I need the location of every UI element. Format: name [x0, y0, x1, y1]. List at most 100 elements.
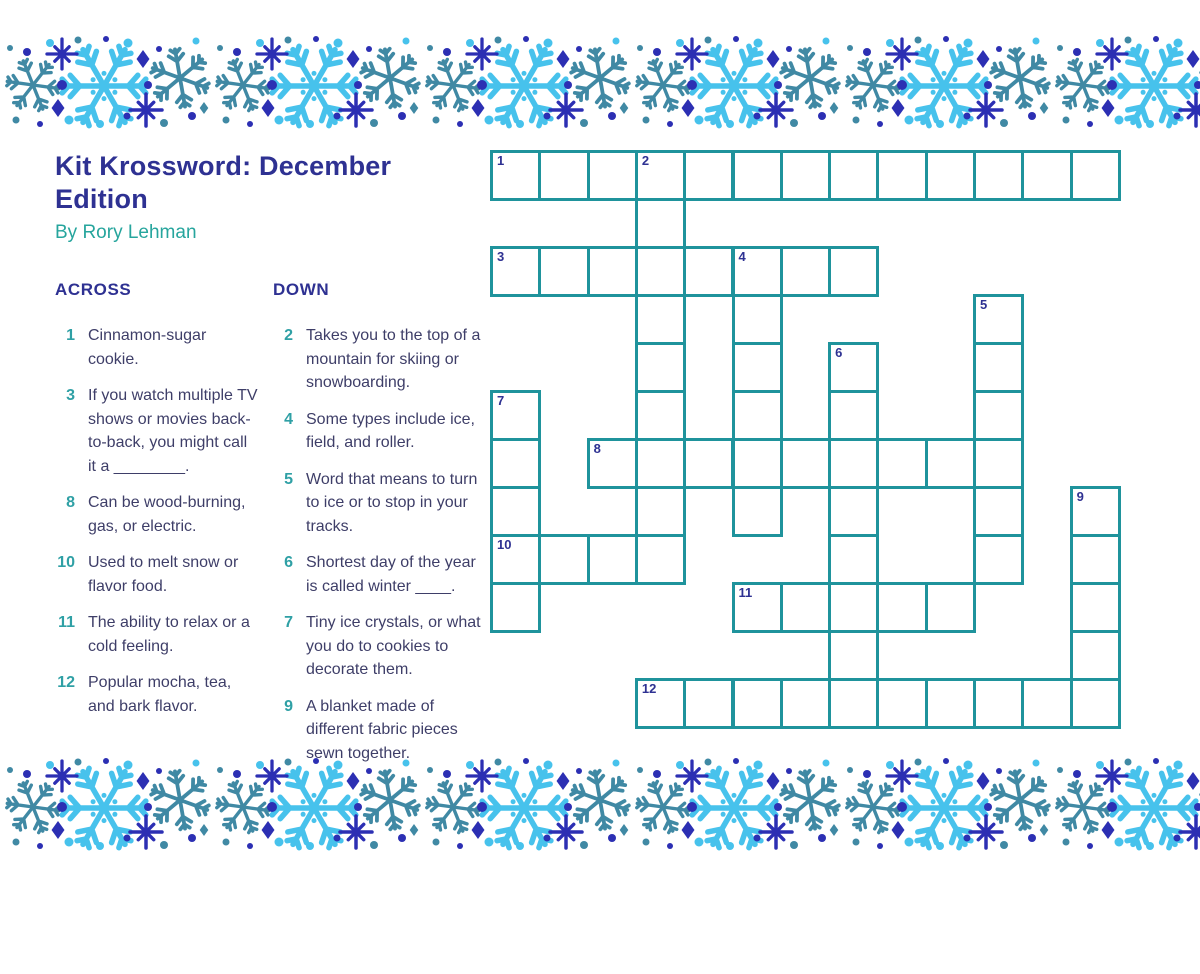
grid-cell-r8c1[interactable]	[538, 534, 590, 585]
across-clue-10: 10 Used to melt snow or flavor food.	[55, 551, 265, 598]
grid-cell-r8c7[interactable]	[828, 534, 880, 585]
grid-cell-r0c7[interactable]	[828, 150, 880, 201]
clue-text: A blanket made of different fabric piece…	[306, 697, 458, 762]
clue-text: Used to melt snow or flavor food.	[88, 554, 239, 595]
grid-cell-r2c2[interactable]	[586, 246, 638, 297]
grid-cell-r0c3[interactable]: 2	[634, 150, 687, 201]
grid-cell-r3c5[interactable]	[731, 294, 783, 345]
grid-cell-r2c7[interactable]	[828, 246, 880, 297]
grid-number-12: 12	[641, 681, 657, 696]
grid-cell-r6c0[interactable]	[490, 438, 542, 489]
grid-cell-r0c0[interactable]: 1	[490, 150, 542, 201]
across-clue-12: 12 Popular mocha, tea, and bark flavor.	[55, 671, 265, 718]
grid-cell-r2c1[interactable]	[538, 246, 590, 297]
grid-cell-r11c9[interactable]	[924, 678, 976, 729]
grid-cell-r9c9[interactable]	[924, 582, 976, 633]
grid-cell-r11c7[interactable]	[828, 678, 880, 729]
grid-cell-r4c3[interactable]	[634, 342, 687, 393]
grid-cell-r0c9[interactable]	[924, 150, 976, 201]
grid-cell-r7c3[interactable]	[634, 486, 687, 537]
clue-number: 11	[58, 614, 75, 631]
grid-cell-r2c4[interactable]	[683, 246, 735, 297]
grid-cell-r0c1[interactable]	[538, 150, 590, 201]
grid-cell-r9c12[interactable]	[1069, 582, 1121, 633]
grid-cell-r3c3[interactable]	[634, 294, 687, 345]
snowflake-pattern	[5, 36, 1200, 129]
clue-text: If you watch multiple TV shows or movies…	[88, 387, 258, 475]
grid-cell-r6c10[interactable]	[973, 438, 1025, 489]
grid-cell-r5c5[interactable]	[731, 390, 783, 441]
grid-cell-r6c8[interactable]	[876, 438, 928, 489]
grid-cell-r2c6[interactable]	[779, 246, 832, 297]
grid-cell-r11c5[interactable]	[731, 678, 783, 729]
grid-cell-r10c7[interactable]	[828, 630, 880, 681]
grid-cell-r0c12[interactable]	[1069, 150, 1121, 201]
grid-cell-r11c10[interactable]	[973, 678, 1025, 729]
grid-cell-r6c5[interactable]	[731, 438, 783, 489]
grid-cell-r3c10[interactable]: 5	[973, 294, 1025, 345]
grid-cell-r4c5[interactable]	[731, 342, 783, 393]
grid-cell-r0c4[interactable]	[683, 150, 735, 201]
grid-cell-r9c7[interactable]	[828, 582, 880, 633]
grid-cell-r11c4[interactable]	[683, 678, 735, 729]
grid-cell-r11c11[interactable]	[1021, 678, 1073, 729]
clue-number: 3	[66, 387, 75, 404]
grid-cell-r7c12[interactable]: 9	[1069, 486, 1121, 537]
grid-number-11: 11	[738, 585, 753, 600]
grid-cell-r5c10[interactable]	[973, 390, 1025, 441]
clue-text: Word that means to turn to ice or to sto…	[306, 470, 478, 535]
grid-number-2: 2	[641, 153, 650, 168]
grid-cell-r7c10[interactable]	[973, 486, 1025, 537]
down-clue-list: 2 Takes you to the top of a mountain for …	[273, 324, 485, 765]
down-clue-6: 6 Shortest day of the year is called wint…	[273, 551, 485, 598]
grid-cell-r7c7[interactable]	[828, 486, 880, 537]
grid-cell-r6c6[interactable]	[779, 438, 832, 489]
grid-cell-r2c3[interactable]	[634, 246, 687, 297]
grid-cell-r11c12[interactable]	[1069, 678, 1121, 729]
grid-cell-r7c0[interactable]	[490, 486, 542, 537]
grid-cell-r0c10[interactable]	[973, 150, 1025, 201]
grid-cell-r7c5[interactable]	[731, 486, 783, 537]
grid-number-9: 9	[1076, 489, 1084, 504]
grid-cell-r8c12[interactable]	[1069, 534, 1121, 585]
grid-cell-r5c7[interactable]	[828, 390, 880, 441]
grid-cell-r9c6[interactable]	[779, 582, 832, 633]
grid-cell-r9c5[interactable]: 11	[731, 582, 783, 633]
grid-number-8: 8	[593, 441, 601, 456]
grid-cell-r0c2[interactable]	[586, 150, 638, 201]
grid-cell-r11c8[interactable]	[876, 678, 928, 729]
grid-cell-r6c4[interactable]	[683, 438, 735, 489]
grid-cell-r8c2[interactable]	[586, 534, 638, 585]
grid-cell-r6c7[interactable]	[828, 438, 880, 489]
grid-cell-r5c0[interactable]: 7	[490, 390, 542, 441]
across-clue-11: 11 The ability to relax or a cold feeling…	[55, 611, 265, 658]
clue-text: Can be wood-burning, gas, or electric.	[88, 494, 246, 535]
grid-cell-r0c8[interactable]	[876, 150, 928, 201]
grid-cell-r6c9[interactable]	[924, 438, 976, 489]
grid-cell-r9c0[interactable]	[490, 582, 542, 633]
grid-number-7: 7	[497, 393, 505, 408]
grid-cell-r4c7[interactable]: 6	[828, 342, 880, 393]
grid-cell-r8c10[interactable]	[973, 534, 1025, 585]
grid-cell-r0c5[interactable]	[731, 150, 783, 201]
grid-cell-r0c6[interactable]	[779, 150, 832, 201]
across-clue-1: 1 Cinnamon-sugar cookie.	[55, 324, 265, 371]
grid-cell-r6c3[interactable]	[634, 438, 687, 489]
grid-cell-r0c11[interactable]	[1021, 150, 1073, 201]
grid-cell-r1c3[interactable]	[634, 198, 687, 249]
grid-cell-r5c3[interactable]	[634, 390, 687, 441]
grid-cell-r8c3[interactable]	[634, 534, 687, 585]
title-block: Kit Krossword: December Edition By Rory …	[55, 150, 465, 244]
grid-cell-r2c5[interactable]: 4	[731, 246, 783, 297]
grid-cell-r6c2[interactable]: 8	[586, 438, 638, 489]
grid-cell-r4c10[interactable]	[973, 342, 1025, 393]
grid-cell-r11c3[interactable]: 12	[634, 678, 687, 729]
grid-cell-r9c8[interactable]	[876, 582, 928, 633]
grid-cell-r10c12[interactable]	[1069, 630, 1121, 681]
clue-text: Popular mocha, tea, and bark flavor.	[88, 674, 232, 715]
grid-cell-r11c6[interactable]	[779, 678, 832, 729]
grid-cell-r8c0[interactable]: 10	[490, 534, 542, 585]
grid-cell-r2c0[interactable]: 3	[490, 246, 542, 297]
down-clue-5: 5 Word that means to turn to ice or to st…	[273, 468, 485, 539]
snowflake-pattern	[5, 758, 1200, 851]
